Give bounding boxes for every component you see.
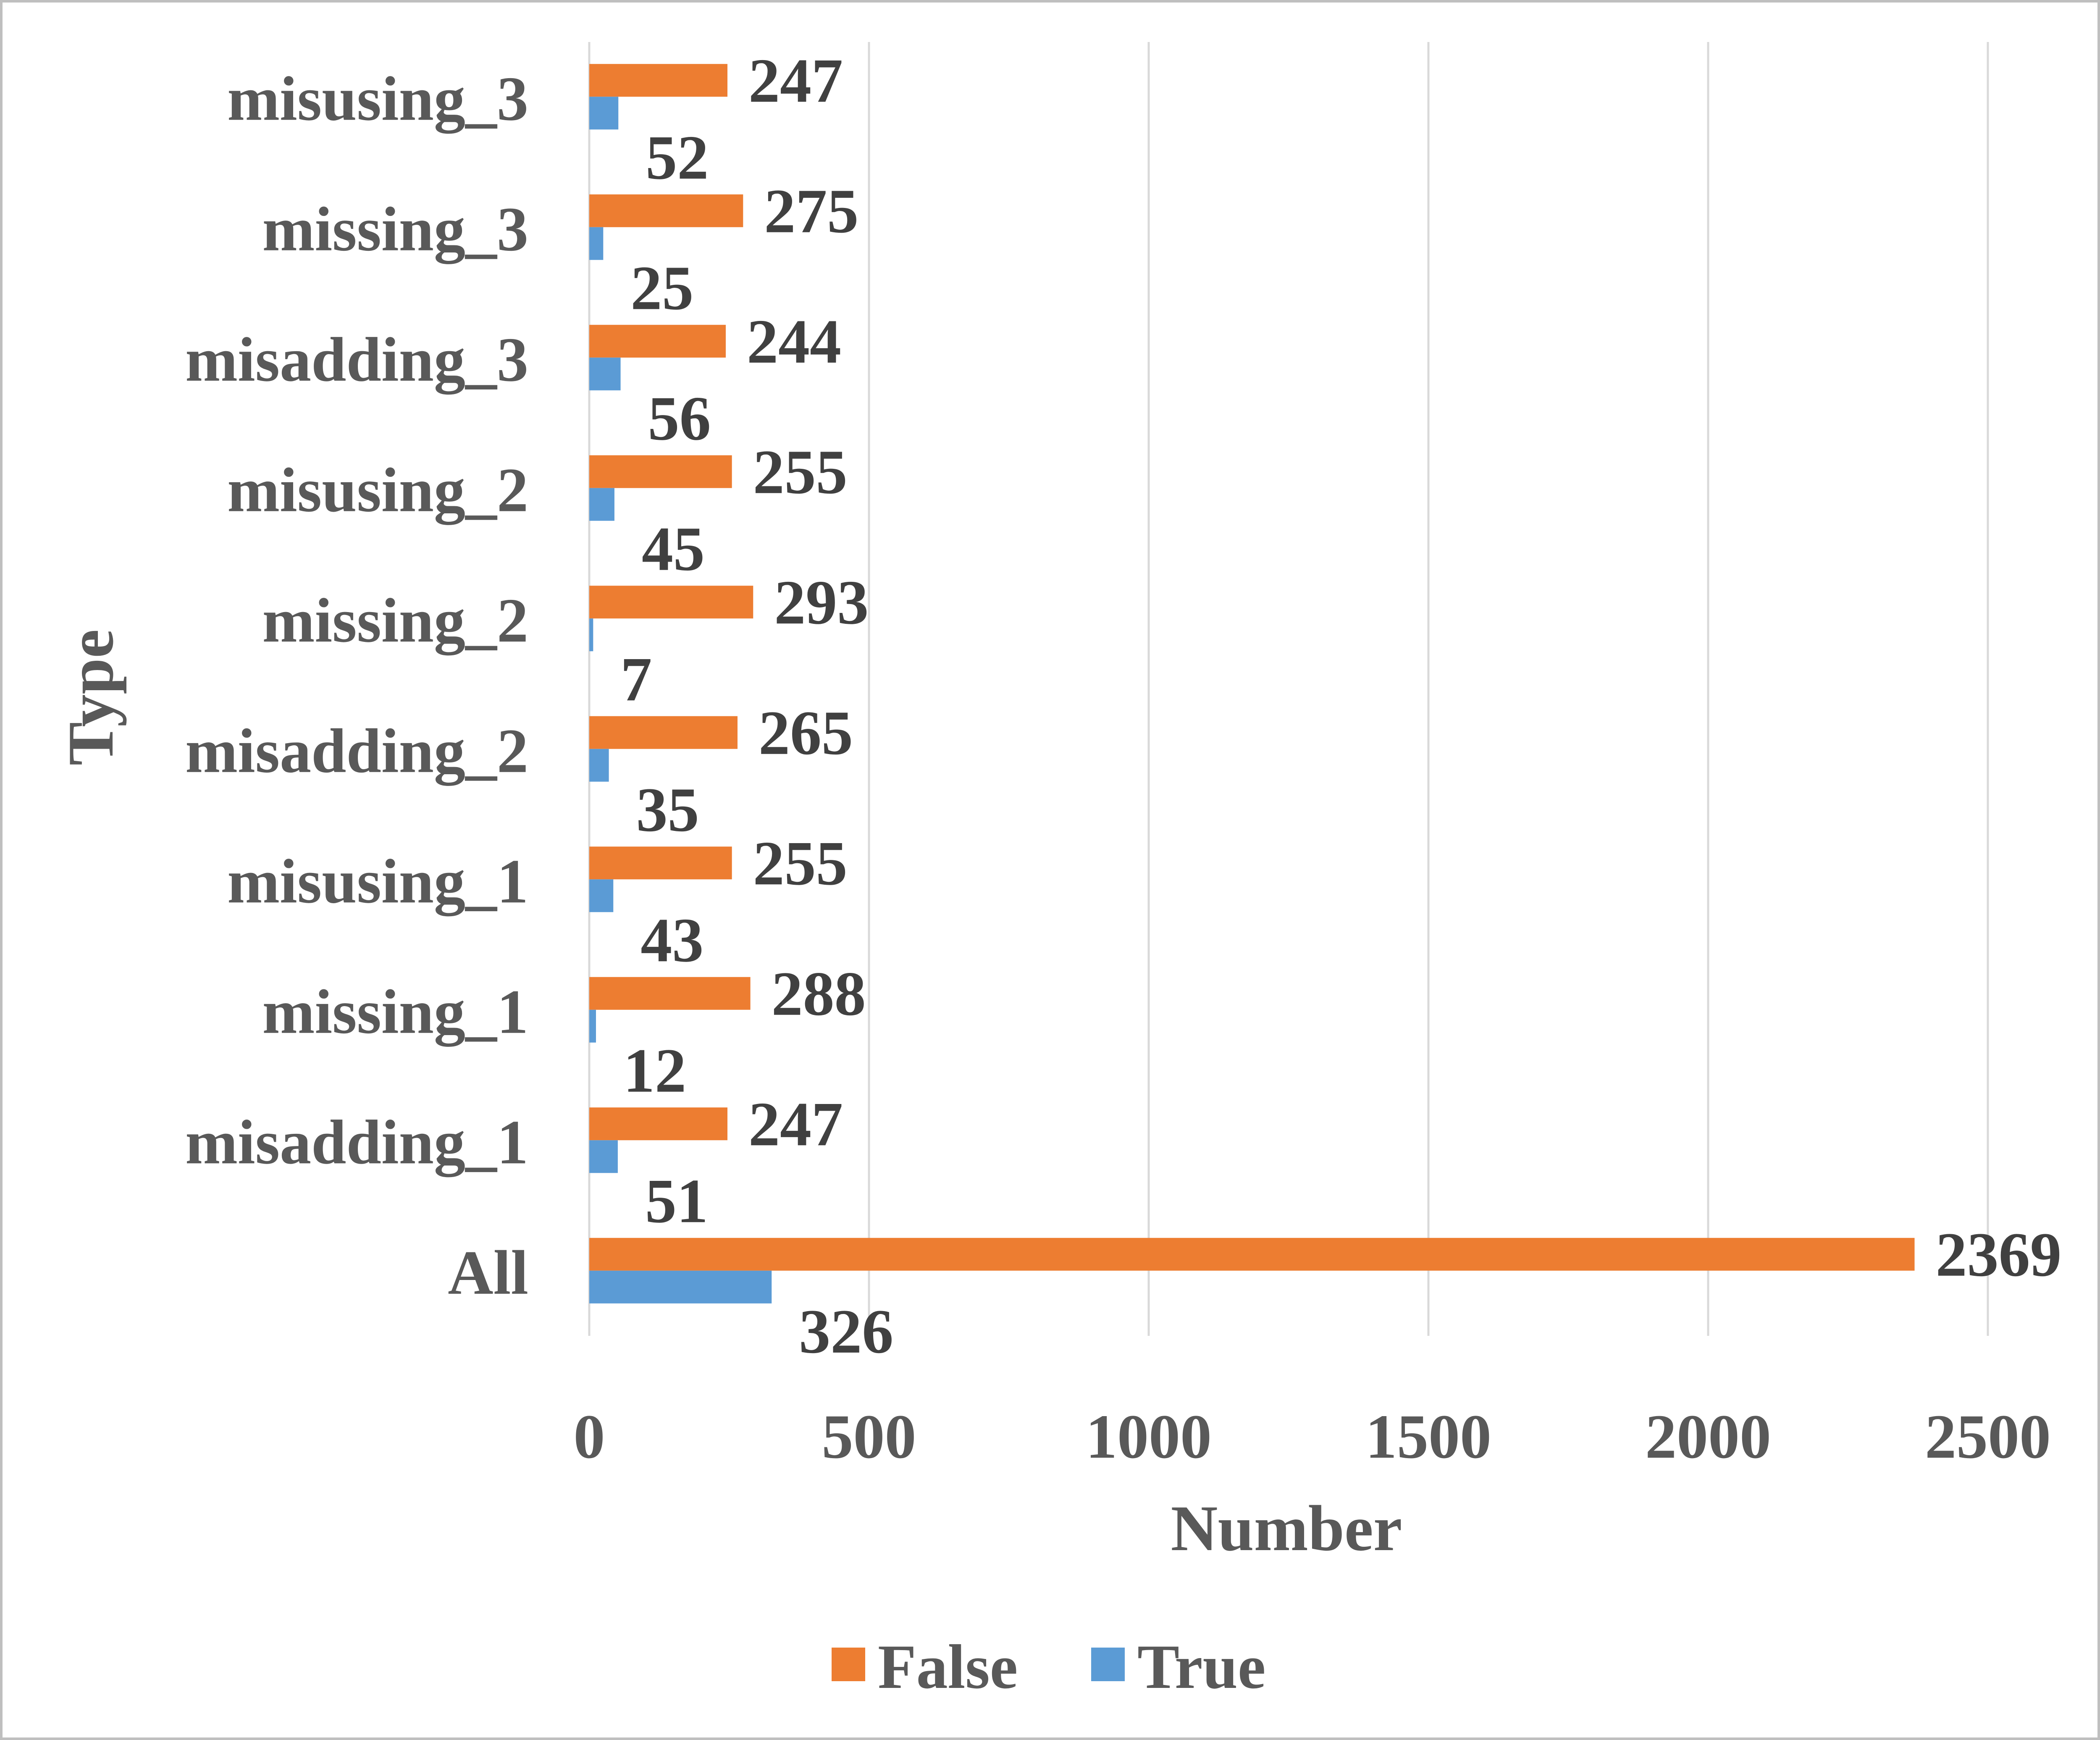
bar-false [589, 194, 743, 227]
category-label: All [448, 1238, 528, 1308]
bar-false [589, 1107, 728, 1141]
data-label-true: 7 [620, 644, 652, 714]
bar-true [589, 749, 609, 782]
legend-label: False [878, 1632, 1018, 1702]
bar-true [589, 97, 619, 130]
y-axis-title: Type [55, 629, 127, 765]
category-label: misusing_2 [227, 455, 528, 525]
bar-false [589, 716, 738, 749]
category-label: misadding_2 [185, 716, 528, 786]
bar-false [589, 586, 753, 619]
bar-false [589, 325, 726, 358]
category-label: missing_2 [262, 586, 528, 655]
data-label-true: 45 [642, 514, 705, 584]
value-axis: 0 500 1000 1500 2000 2500 [574, 1402, 2051, 1472]
data-label-true: 35 [636, 775, 699, 845]
bar-true [589, 1270, 772, 1304]
bar-true [589, 227, 604, 260]
bar-true [589, 879, 614, 912]
category-label: misusing_3 [227, 64, 528, 134]
x-tick-label: 0 [574, 1402, 605, 1472]
data-label-false: 2369 [1936, 1220, 2062, 1290]
data-label-true: 56 [648, 384, 711, 453]
x-tick-label: 1000 [1086, 1402, 1212, 1472]
data-label-true: 12 [623, 1036, 686, 1106]
legend-swatch [832, 1648, 865, 1681]
data-label-true: 51 [645, 1166, 708, 1236]
x-tick-label: 1500 [1365, 1402, 1491, 1472]
data-label-true: 25 [630, 253, 693, 323]
category-label: missing_3 [262, 195, 528, 264]
x-tick-label: 2000 [1645, 1402, 1771, 1472]
bar-true [589, 618, 593, 652]
bar-true [589, 1140, 618, 1173]
data-label-false: 255 [753, 828, 848, 898]
category-label: misusing_1 [227, 846, 528, 916]
data-label-false: 244 [747, 307, 841, 376]
data-label-false: 265 [759, 698, 853, 768]
data-label-false: 247 [748, 1089, 843, 1159]
data-label-false: 293 [774, 568, 869, 637]
data-labels: 2369 326 247 51 288 12 255 43 265 35 293 7 255 45 244 5… [620, 46, 2061, 1367]
bar-true [589, 488, 614, 521]
data-label-false: 288 [772, 959, 866, 1029]
data-label-false: 247 [748, 46, 843, 116]
bar-false [589, 1238, 1915, 1271]
x-tick-label: 2500 [1925, 1402, 2051, 1472]
data-label-true: 43 [640, 905, 704, 975]
data-label-true: 326 [799, 1297, 893, 1367]
data-label-false: 255 [753, 437, 848, 507]
legend-swatch [1091, 1648, 1125, 1681]
x-axis-title: Number [1171, 1492, 1402, 1564]
category-label: misadding_1 [185, 1107, 528, 1177]
bar-false [589, 977, 751, 1010]
bar-true [589, 357, 621, 391]
bars [589, 64, 1915, 1304]
x-tick-label: 500 [822, 1402, 916, 1472]
legend: False True [832, 1632, 1266, 1702]
bar-false [589, 64, 728, 97]
data-label-false: 275 [764, 176, 858, 246]
bar-false [589, 455, 732, 488]
category-label: misadding_3 [185, 325, 528, 394]
category-axis: All misadding_1 missing_1 misusing_1 misaddi… [185, 64, 528, 1308]
data-label-true: 52 [646, 123, 709, 192]
legend-label: True [1137, 1632, 1266, 1702]
bar-false [589, 846, 732, 880]
bar-true [589, 1009, 596, 1043]
category-label: missing_1 [262, 977, 528, 1047]
